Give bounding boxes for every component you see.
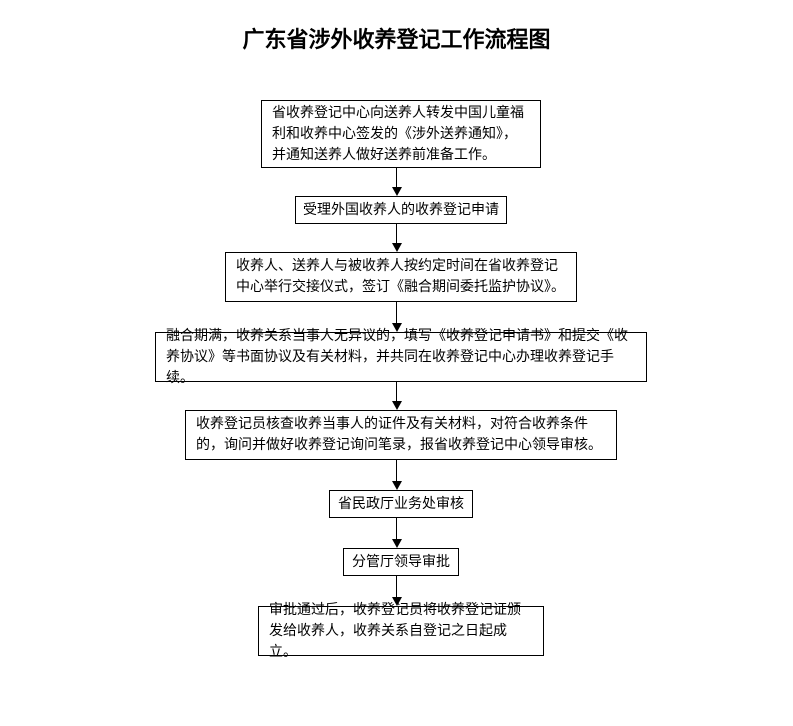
- chevron-down-icon: [392, 243, 402, 252]
- flow-arrow-line: [396, 460, 397, 481]
- flow-arrow-line: [396, 168, 397, 187]
- chevron-down-icon: [392, 323, 402, 332]
- flow-arrow-line: [396, 224, 397, 243]
- flow-node: 收养登记员核查收养当事人的证件及有关材料，对符合收养条件的，询问并做好收养登记询…: [185, 410, 617, 460]
- chevron-down-icon: [392, 401, 402, 410]
- flow-arrow-line: [396, 576, 397, 597]
- flow-node: 分管厅领导审批: [343, 548, 459, 576]
- flow-arrow-line: [396, 302, 397, 323]
- flow-node: 审批通过后，收养登记员将收养登记证颁发给收养人，收养关系自登记之日起成立。: [258, 606, 544, 656]
- flow-arrow-line: [396, 382, 397, 401]
- flow-arrow-line: [396, 518, 397, 539]
- page-title: 广东省涉外收养登记工作流程图: [0, 22, 793, 54]
- flow-node: 受理外国收养人的收养登记申请: [295, 196, 507, 224]
- flow-node: 省收养登记中心向送养人转发中国儿童福利和收养中心签发的《涉外送养通知》，并通知送…: [261, 100, 541, 168]
- flow-node: 省民政厅业务处审核: [329, 490, 473, 518]
- chevron-down-icon: [392, 481, 402, 490]
- flow-node: 融合期满，收养关系当事人无异议的，填写《收养登记申请书》和提交《收养协议》等书面…: [155, 332, 647, 382]
- chevron-down-icon: [392, 597, 402, 606]
- chevron-down-icon: [392, 187, 402, 196]
- chevron-down-icon: [392, 539, 402, 548]
- flow-node: 收养人、送养人与被收养人按约定时间在省收养登记中心举行交接仪式，签订《融合期间委…: [225, 252, 577, 302]
